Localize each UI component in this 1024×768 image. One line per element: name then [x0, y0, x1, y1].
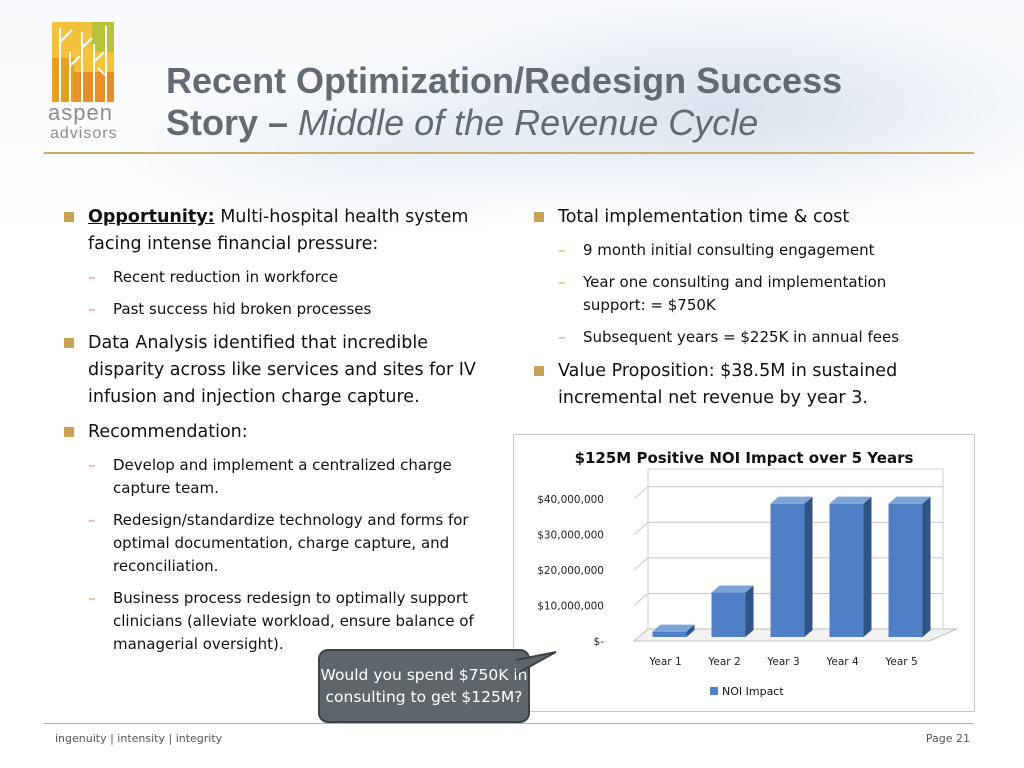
sub-bullet-text: Business process redesign to optimally s… — [113, 589, 474, 653]
aspen-advisors-logo: aspen advisors — [48, 22, 124, 148]
chart-title: $125M Positive NOI Impact over 5 Years — [574, 449, 914, 467]
sub-bullet-text: 9 month initial consulting engagement — [583, 241, 875, 259]
footer-divider — [44, 723, 974, 724]
chart-plot: $- $10,000,000 $20,000,000 $30,000,000 $40,0… — [537, 468, 958, 668]
x-tick-label: Year 3 — [766, 656, 799, 668]
dash-icon: – — [88, 456, 96, 474]
dash-icon: – — [558, 241, 566, 259]
bar-front — [888, 503, 923, 637]
bar-top — [652, 624, 695, 632]
x-tick-label: Year 5 — [884, 656, 917, 668]
logo-text-aspen: aspen — [48, 100, 113, 125]
title-italic-part: Middle of the Revenue Cycle — [298, 102, 759, 143]
sub-bullet: – Redesign/standardize technology and for… — [62, 509, 502, 578]
dash-icon: – — [558, 273, 566, 291]
dash-icon: – — [88, 589, 96, 607]
bar-side — [745, 585, 754, 637]
dash-icon: – — [88, 268, 96, 286]
title-line-2: Story – Middle of the Revenue Cycle — [166, 102, 842, 144]
bar-front — [652, 631, 687, 637]
y-tick-label: $30,000,000 — [537, 529, 604, 541]
bullet-opportunity: Opportunity: Multi-hospital health syste… — [62, 204, 502, 258]
sub-bullet-text: Redesign/standardize technology and form… — [113, 511, 469, 575]
bar-top — [711, 585, 754, 593]
logo-text-advisors: advisors — [50, 125, 118, 142]
x-tick-label: Year 4 — [825, 656, 859, 668]
sub-bullet-text: Year one consulting and implementation s… — [583, 273, 887, 314]
bullet-text: Data Analysis identified that incredible… — [88, 333, 476, 407]
callout-bubble: Would you spend $750K in consulting to g… — [318, 649, 530, 723]
sub-bullet: –9 month initial consulting engagement — [532, 239, 952, 262]
bullet-text: Recommendation: — [88, 422, 248, 442]
opportunity-text: Multi-hospital health system facing inte… — [88, 207, 469, 254]
bar-side — [686, 624, 695, 637]
bullet-square-icon — [534, 366, 544, 376]
y-tick-label: $40,000,000 — [537, 494, 604, 506]
x-tick-label: Year 2 — [707, 656, 740, 668]
bullet-square-icon — [64, 212, 74, 222]
bullet-text: Value Proposition: $38.5M in sustained i… — [558, 361, 898, 408]
header-background — [0, 0, 1024, 240]
y-tick-label: $20,000,000 — [537, 565, 604, 577]
bar-front — [770, 503, 805, 637]
footer-tagline: ingenuity | intensity | integrity — [55, 732, 223, 745]
noi-chart: $125M Positive NOI Impact over 5 Years $… — [513, 434, 975, 712]
y-tick-label: $- — [594, 636, 605, 648]
x-tick-label: Year 1 — [648, 656, 681, 668]
sub-bullet-text: Past success hid broken processes — [113, 300, 372, 318]
left-column: Opportunity: Multi-hospital health syste… — [62, 204, 502, 665]
title-line-1: Recent Optimization/Redesign Success — [166, 60, 843, 101]
bar-top — [888, 496, 931, 504]
logo-mark-icon — [52, 22, 114, 102]
dash-icon: – — [558, 328, 566, 346]
bullet-square-icon — [64, 427, 74, 437]
sub-bullet-text: Recent reduction in workforce — [113, 268, 338, 286]
sub-bullet-text: Develop and implement a centralized char… — [113, 456, 452, 497]
bar-front — [829, 503, 864, 637]
bar-top — [829, 496, 872, 504]
legend-swatch — [710, 687, 718, 695]
title-bold-part: Story – — [166, 102, 299, 143]
sub-bullet: – Recent reduction in workforce — [62, 266, 502, 289]
bullet-text: Total implementation time & cost — [558, 207, 850, 227]
bar-side — [863, 496, 872, 637]
opportunity-label: Opportunity: — [88, 207, 215, 227]
sub-bullet: – Develop and implement a centralized cha… — [62, 454, 502, 500]
dash-icon: – — [88, 300, 96, 318]
bar-top — [770, 496, 813, 504]
bullet-square-icon — [534, 212, 544, 222]
bullet-value-proposition: Value Proposition: $38.5M in sustained i… — [532, 358, 952, 412]
callout-tail-icon — [516, 651, 557, 676]
chart-gridline — [633, 486, 943, 500]
chart-legend: NOI Impact — [710, 685, 784, 698]
page-number: Page 21 — [925, 732, 970, 745]
right-column: Total implementation time & cost –9 mont… — [532, 204, 952, 420]
title-divider — [44, 152, 974, 154]
bullet-implementation: Total implementation time & cost — [532, 204, 952, 231]
sub-bullet: – Business process redesign to optimally … — [62, 587, 502, 656]
sub-bullet: – Past success hid broken processes — [62, 298, 502, 321]
bullet-square-icon — [64, 338, 74, 348]
bullet-data-analysis: Data Analysis identified that incredible… — [62, 330, 502, 411]
sub-bullet: – Subsequent years = $225K in annual fees — [532, 326, 952, 349]
bar-side — [804, 496, 813, 637]
sub-bullet-text: Subsequent years = $225K in annual fees — [583, 328, 900, 346]
bullet-recommendation: Recommendation: — [62, 419, 502, 446]
callout-text: Would you spend $750K in consulting to g… — [320, 666, 528, 706]
slide-title: Recent Optimization/Redesign Success Sto… — [166, 60, 842, 144]
sub-bullet: – Year one consulting and implementation … — [532, 271, 952, 317]
y-tick-label: $10,000,000 — [537, 600, 604, 612]
bar-side — [922, 496, 931, 637]
dash-icon: – — [88, 511, 96, 529]
bar-front — [711, 592, 746, 637]
legend-label: NOI Impact — [722, 685, 784, 698]
